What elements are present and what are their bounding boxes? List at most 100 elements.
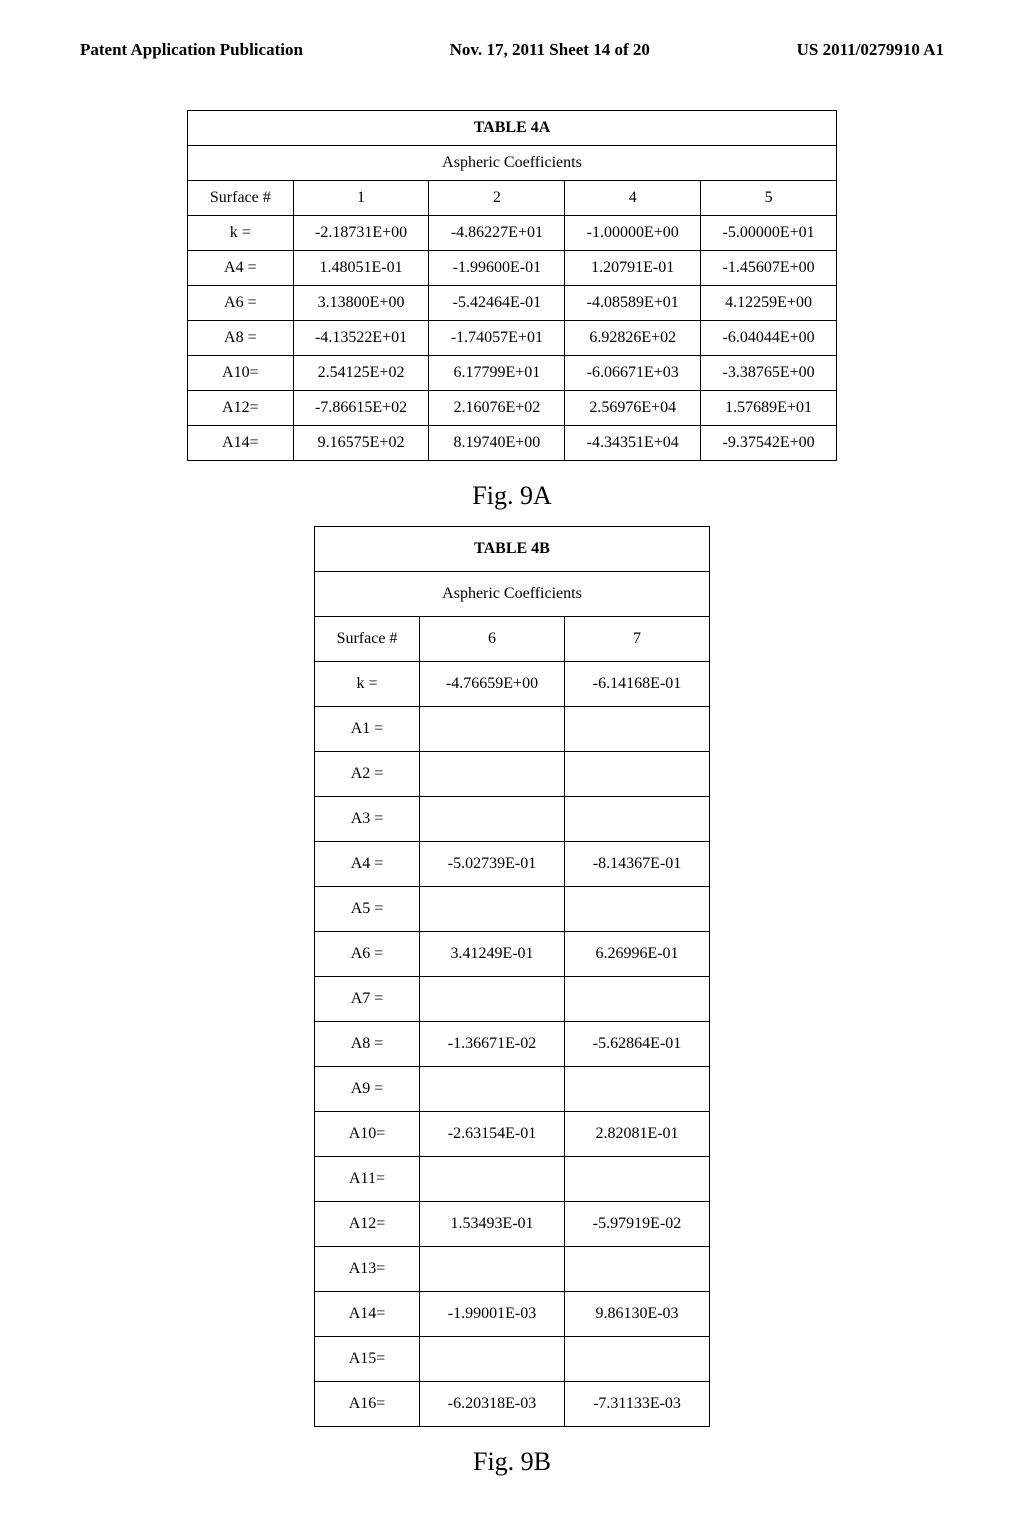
row-label: A12= — [188, 391, 294, 426]
cell: -1.45607E+00 — [701, 251, 837, 286]
page-header: Patent Application Publication Nov. 17, … — [80, 40, 944, 60]
header-right: US 2011/0279910 A1 — [797, 40, 944, 60]
table-row: A6 =3.41249E-016.26996E-01 — [315, 932, 710, 977]
row-label: A6 = — [188, 286, 294, 321]
cell: -2.18731E+00 — [293, 216, 429, 251]
row-label: A15= — [315, 1337, 420, 1382]
table-row: A13= — [315, 1247, 710, 1292]
table-row: k = -2.18731E+00 -4.86227E+01 -1.00000E+… — [188, 216, 837, 251]
cell — [565, 887, 710, 932]
row-label: A14= — [188, 426, 294, 461]
cell: -4.08589E+01 — [565, 286, 701, 321]
row-label: A6 = — [315, 932, 420, 977]
header-center: Nov. 17, 2011 Sheet 14 of 20 — [450, 40, 650, 60]
table-4b: TABLE 4B Aspheric Coefficients Surface #… — [314, 526, 710, 1427]
cell — [565, 1157, 710, 1202]
table-row: A4 =-5.02739E-01-8.14367E-01 — [315, 842, 710, 887]
cell: -1.00000E+00 — [565, 216, 701, 251]
row-label: A9 = — [315, 1067, 420, 1112]
cell: -9.37542E+00 — [701, 426, 837, 461]
row-label: A11= — [315, 1157, 420, 1202]
cell: 6.92826E+02 — [565, 321, 701, 356]
cell — [565, 1067, 710, 1112]
row-label: A5 = — [315, 887, 420, 932]
table-4b-col-7: 7 — [565, 617, 710, 662]
cell: -5.02739E-01 — [420, 842, 565, 887]
row-label: A3 = — [315, 797, 420, 842]
cell: -1.74057E+01 — [429, 321, 565, 356]
cell — [420, 797, 565, 842]
cell — [565, 1337, 710, 1382]
cell — [420, 1337, 565, 1382]
table-row: A7 = — [315, 977, 710, 1022]
table-4a-title: TABLE 4A — [188, 111, 837, 146]
cell: 2.16076E+02 — [429, 391, 565, 426]
table-row: A15= — [315, 1337, 710, 1382]
table-4b-header-row: Surface # 6 7 — [315, 617, 710, 662]
table-4a: TABLE 4A Aspheric Coefficients Surface #… — [187, 110, 837, 461]
cell — [420, 707, 565, 752]
row-label: A2 = — [315, 752, 420, 797]
table-row: A12= -7.86615E+02 2.16076E+02 2.56976E+0… — [188, 391, 837, 426]
row-label: A13= — [315, 1247, 420, 1292]
cell: -6.20318E-03 — [420, 1382, 565, 1427]
cell: 2.54125E+02 — [293, 356, 429, 391]
table-row: A8 = -4.13522E+01 -1.74057E+01 6.92826E+… — [188, 321, 837, 356]
cell: 9.86130E-03 — [565, 1292, 710, 1337]
row-label: A12= — [315, 1202, 420, 1247]
cell: -1.99600E-01 — [429, 251, 565, 286]
cell: -1.99001E-03 — [420, 1292, 565, 1337]
cell: 1.53493E-01 — [420, 1202, 565, 1247]
table-4a-col-2: 2 — [429, 181, 565, 216]
cell — [420, 1247, 565, 1292]
table-4b-surface-label: Surface # — [315, 617, 420, 662]
cell — [565, 977, 710, 1022]
table-row: A4 = 1.48051E-01 -1.99600E-01 1.20791E-0… — [188, 251, 837, 286]
figure-9a-caption: Fig. 9A — [80, 481, 944, 511]
table-4a-subtitle: Aspheric Coefficients — [188, 146, 837, 181]
cell: -5.00000E+01 — [701, 216, 837, 251]
cell: -6.14168E-01 — [565, 662, 710, 707]
table-row: A14= 9.16575E+02 8.19740E+00 -4.34351E+0… — [188, 426, 837, 461]
table-row: A14=-1.99001E-039.86130E-03 — [315, 1292, 710, 1337]
table-row: A1 = — [315, 707, 710, 752]
cell — [420, 977, 565, 1022]
cell: -7.86615E+02 — [293, 391, 429, 426]
table-4b-title: TABLE 4B — [315, 527, 710, 572]
cell: 2.56976E+04 — [565, 391, 701, 426]
table-row: k =-4.76659E+00-6.14168E-01 — [315, 662, 710, 707]
cell — [420, 1067, 565, 1112]
cell: 3.13800E+00 — [293, 286, 429, 321]
table-row: A10= 2.54125E+02 6.17799E+01 -6.06671E+0… — [188, 356, 837, 391]
cell: -4.86227E+01 — [429, 216, 565, 251]
header-left: Patent Application Publication — [80, 40, 303, 60]
table-4b-col-6: 6 — [420, 617, 565, 662]
row-label: A14= — [315, 1292, 420, 1337]
cell — [420, 887, 565, 932]
cell: 1.20791E-01 — [565, 251, 701, 286]
cell — [565, 797, 710, 842]
cell: -1.36671E-02 — [420, 1022, 565, 1067]
cell: -3.38765E+00 — [701, 356, 837, 391]
row-label: A4 = — [188, 251, 294, 286]
cell: -5.97919E-02 — [565, 1202, 710, 1247]
cell: 8.19740E+00 — [429, 426, 565, 461]
cell — [565, 1247, 710, 1292]
cell: -7.31133E-03 — [565, 1382, 710, 1427]
page-container: Patent Application Publication Nov. 17, … — [0, 0, 1024, 1527]
cell: -4.34351E+04 — [565, 426, 701, 461]
table-4a-surface-label: Surface # — [188, 181, 294, 216]
cell: 1.57689E+01 — [701, 391, 837, 426]
table-row: A3 = — [315, 797, 710, 842]
table-row: A9 = — [315, 1067, 710, 1112]
table-row: A6 = 3.13800E+00 -5.42464E-01 -4.08589E+… — [188, 286, 837, 321]
table-row: A8 =-1.36671E-02-5.62864E-01 — [315, 1022, 710, 1067]
cell: 9.16575E+02 — [293, 426, 429, 461]
table-row: A2 = — [315, 752, 710, 797]
table-4a-col-5: 5 — [701, 181, 837, 216]
cell: -6.04044E+00 — [701, 321, 837, 356]
cell: 1.48051E-01 — [293, 251, 429, 286]
cell: -8.14367E-01 — [565, 842, 710, 887]
cell — [420, 752, 565, 797]
table-row: A16=-6.20318E-03-7.31133E-03 — [315, 1382, 710, 1427]
